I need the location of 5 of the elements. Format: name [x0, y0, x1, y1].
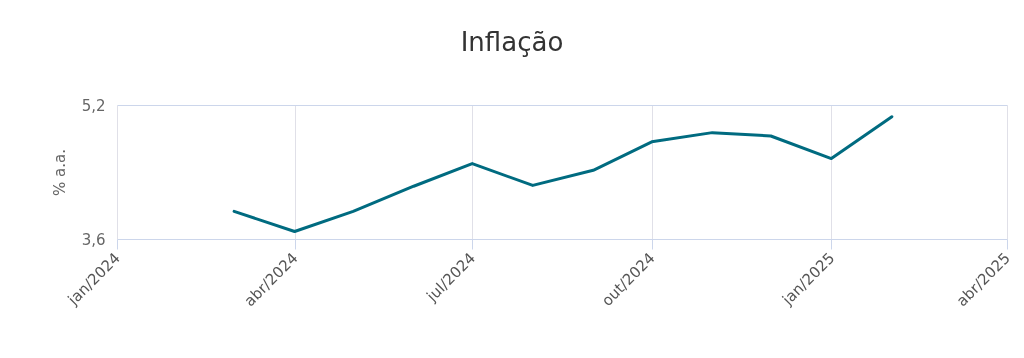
chart-title: Inflação [460, 27, 564, 57]
y-tick-label: 5,2 [81, 96, 106, 115]
line-series [232, 115, 894, 233]
y-axis-title: % a.a. [50, 149, 69, 196]
y-tick-label: 3,6 [81, 230, 106, 249]
